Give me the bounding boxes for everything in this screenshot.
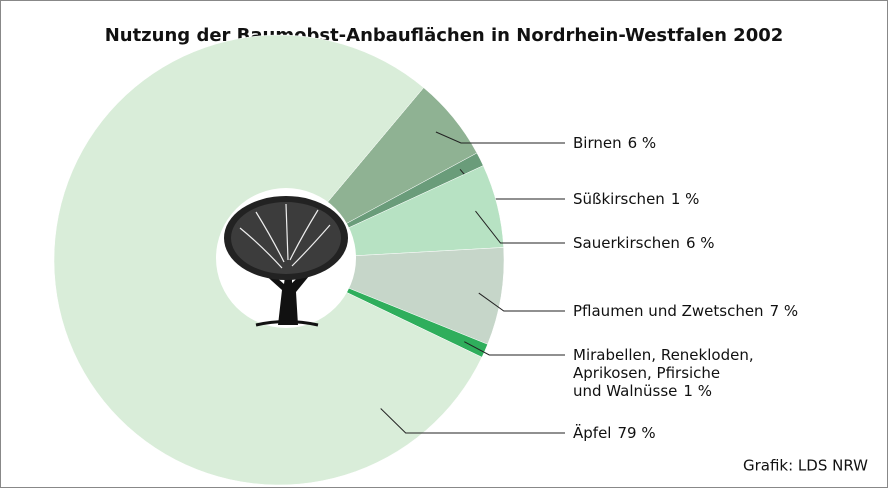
category-label: Äpfel: [573, 423, 611, 442]
page: Nutzung der Baumobst-Anbauflächen in Nor…: [0, 0, 889, 488]
tree-icon: [216, 188, 356, 328]
slice-label: Birnen 6 %: [573, 134, 656, 152]
category-label: Aprikosen, Pfirsiche: [573, 364, 720, 382]
source: Grafik: LDS NRW: [743, 457, 868, 475]
category-label: und Walnüsse: [573, 382, 677, 400]
value-label: 79 %: [617, 424, 655, 442]
value-label: 1 %: [671, 190, 700, 208]
slice-label: Sauerkirschen 6 %: [573, 234, 715, 252]
slice-label: Süßkirschen 1 %: [573, 190, 699, 208]
category-label: Sauerkirschen: [573, 234, 680, 252]
category-label: Mirabellen, Renekloden,: [573, 346, 754, 364]
category-label: Süßkirschen: [573, 190, 665, 208]
category-label: Birnen: [573, 134, 622, 152]
value-label: 6 %: [628, 134, 657, 152]
chart: Nutzung der Baumobst-Anbauflächen in Nor…: [0, 0, 889, 488]
category-label: Pflaumen und Zwetschen: [573, 302, 764, 320]
value-label: 6 %: [686, 234, 715, 252]
chart-title: Nutzung der Baumobst-Anbauflächen in Nor…: [105, 25, 784, 46]
value-label: 7 %: [770, 302, 799, 320]
value-label: 1 %: [683, 382, 712, 400]
